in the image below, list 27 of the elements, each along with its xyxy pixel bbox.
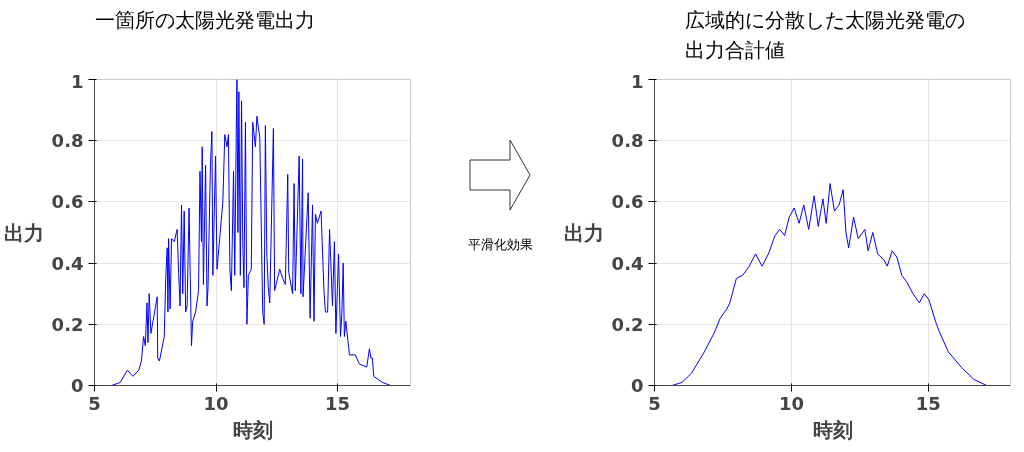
y-tick-label: 1 (70, 70, 84, 92)
line-series (111, 79, 392, 386)
x-tick-label: 10 (778, 392, 804, 414)
x-axis-title: 時刻 (232, 417, 273, 442)
y-axis-title: 出力 (3, 220, 44, 245)
y-tick-label: 0.2 (51, 313, 84, 335)
y-tick-label: 0.2 (611, 313, 644, 335)
y-tick-label: 0.4 (51, 252, 84, 274)
x-tick-label: 5 (648, 392, 661, 414)
text: 平滑化効果 (466, 235, 534, 254)
x-axis-title: 時刻 (812, 417, 853, 442)
y-tick-label: 0.8 (51, 130, 84, 152)
x-tick-label: 5 (88, 392, 101, 414)
y-tick-label: 0 (630, 375, 644, 396)
x-tick-label: 15 (915, 392, 941, 414)
chart-title: 一箇所の太陽光発電出力 (95, 7, 316, 34)
line-series (671, 183, 988, 386)
y-tick-label: 0.6 (611, 191, 644, 213)
x-tick-label: 10 (203, 392, 229, 414)
y-axis-title: 出力 (563, 220, 604, 245)
y-tick-label: 0.6 (51, 191, 84, 213)
chart-title: 広域的に分散した太陽光発電の出力合計値 (685, 7, 966, 64)
y-tick-label: 1 (630, 70, 644, 92)
y-tick-label: 0.8 (611, 130, 644, 152)
y-tick-label: 0 (70, 375, 84, 396)
y-tick-label: 0.4 (611, 252, 644, 274)
x-tick-label: 15 (325, 392, 351, 414)
